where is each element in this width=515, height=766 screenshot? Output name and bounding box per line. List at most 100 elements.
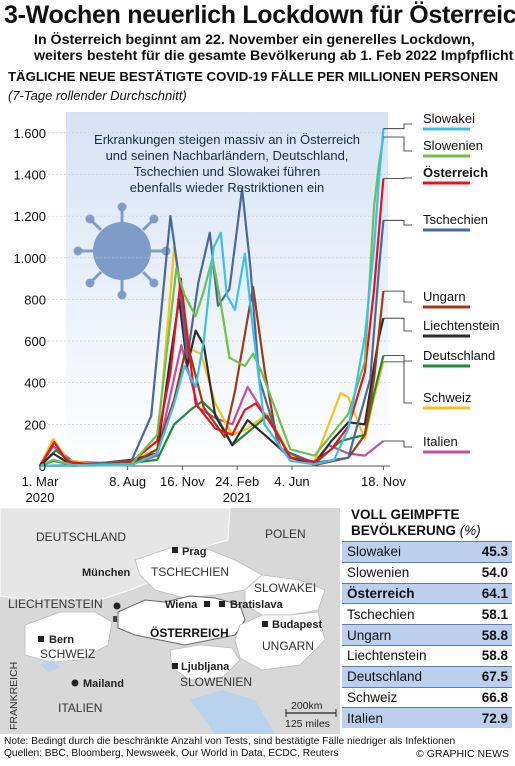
vaccination-title-line-2: BEVÖLKERUNG bbox=[351, 523, 457, 538]
vaccination-value: 58.8 bbox=[481, 627, 508, 643]
legend-leader bbox=[383, 136, 412, 152]
legend-label: Slowakei bbox=[423, 111, 475, 126]
series-line-ungarn bbox=[39, 285, 385, 468]
map-label-polen: POLEN bbox=[265, 527, 306, 541]
city-marker-bern bbox=[38, 636, 44, 642]
adriatic-sea bbox=[190, 690, 275, 734]
vaccination-row: Ungarn 58.8 bbox=[342, 624, 512, 645]
legend-leader bbox=[383, 177, 412, 180]
legend-leader bbox=[383, 355, 412, 362]
vaccination-value: 64.1 bbox=[481, 585, 508, 601]
map-label-oesterreich: ÖSTERREICH bbox=[150, 625, 229, 640]
slovenia-shape bbox=[169, 644, 241, 681]
city-label-mailand: Mailand bbox=[83, 678, 124, 690]
city-marker-wien bbox=[204, 601, 210, 607]
vaccination-value: 54.0 bbox=[481, 565, 508, 581]
x-tick-label: 8. Aug bbox=[109, 474, 146, 489]
y-tick-label: 1.600 bbox=[13, 126, 46, 141]
liechtenstein-marker bbox=[113, 616, 117, 622]
legend-leader bbox=[383, 440, 412, 448]
subheadline-line-2: weiters besteht für die gesamte Bevölker… bbox=[34, 48, 514, 64]
city-label-bratislava: Bratislava bbox=[230, 599, 283, 611]
city-marker-budapest bbox=[262, 621, 268, 627]
x-year-label: 2021 bbox=[223, 490, 252, 504]
vaccination-country: Italien bbox=[347, 710, 384, 726]
y-tick-label: 1.000 bbox=[13, 251, 46, 266]
map-label-italien: ITALIEN bbox=[58, 701, 102, 715]
legend-label: Slowenien bbox=[423, 138, 483, 153]
vaccination-value: 72.9 bbox=[481, 710, 508, 726]
city-label-ljubljana: Ljubljana bbox=[181, 661, 230, 673]
vaccination-country: Slowenien bbox=[347, 565, 410, 581]
legend-label: Tschechien bbox=[423, 212, 488, 227]
footnote: Note: Bedingt durch die beschränkte Anza… bbox=[4, 736, 514, 760]
annotation-line-4: ebenfalls wieder Restriktionen ein bbox=[130, 180, 324, 195]
scale-km-label: 200km bbox=[291, 700, 323, 712]
series-line-slowakei bbox=[39, 128, 385, 468]
y-tick-label: 600 bbox=[24, 334, 46, 349]
city-marker-ljubljana bbox=[172, 663, 178, 669]
legend-label: Österreich bbox=[423, 165, 488, 180]
scale-miles-label: 125 miles bbox=[285, 718, 330, 730]
vaccination-country: Slowakei bbox=[347, 544, 402, 560]
legend-leader bbox=[383, 123, 412, 130]
x-year-label: 2020 bbox=[26, 490, 55, 504]
subheadline-line-1: In Österreich beginnt am 22. November ei… bbox=[34, 32, 475, 48]
footnote-sources: Quellen: BBC, Bloomberg, Newsweek, Our W… bbox=[4, 748, 339, 759]
subheadline: In Österreich beginnt am 22. November ei… bbox=[34, 32, 514, 64]
x-tick-label: 24. Feb bbox=[215, 474, 259, 489]
city-label-budapest: Budapest bbox=[272, 619, 322, 631]
annotation-line-1: Erkrankungen steigen massiv an in Österr… bbox=[94, 132, 360, 147]
switzerland-shape bbox=[24, 611, 113, 663]
vaccination-title-line-1: VOLL GEIMPFTE bbox=[351, 507, 460, 522]
map-label-frankreich: FRANKREICH bbox=[8, 662, 20, 730]
city-marker-muenchen bbox=[113, 602, 121, 610]
map-scale-bar: 200km 125 miles bbox=[285, 700, 337, 730]
y-tick-label: 1.400 bbox=[13, 167, 46, 182]
city-label-prag: Prag bbox=[182, 546, 206, 558]
map-label-liechtenstein: LIECHTENSTEIN bbox=[8, 597, 103, 611]
city-marker-prag bbox=[172, 547, 178, 553]
virus-icon bbox=[73, 202, 171, 300]
legend-label: Liechtenstein bbox=[423, 318, 500, 333]
series-line-slowenien bbox=[39, 136, 385, 467]
map-label-deutschland: DEUTSCHLAND bbox=[36, 530, 126, 544]
vaccination-value: 45.3 bbox=[481, 544, 508, 560]
vaccination-table: Slowakei 45.3 Slowenien 54.0 Österreich 64.1 T… bbox=[342, 541, 512, 729]
annotation-line-3: Tschechien und Slowakei führen bbox=[134, 164, 320, 179]
vaccination-row: Liechtenstein 58.8 bbox=[342, 644, 512, 666]
vaccination-row: Italien 72.9 bbox=[342, 707, 512, 729]
copyright: © GRAPHIC NEWS bbox=[416, 748, 509, 760]
chart-subtitle: (7-Tage rollender Durchschnitt) bbox=[8, 88, 187, 103]
y-tick-label: 1.200 bbox=[13, 209, 46, 224]
legend-leader bbox=[383, 219, 412, 226]
city-marker-bratislava bbox=[219, 601, 225, 607]
x-tick-label: 4. Jun bbox=[274, 474, 309, 489]
vaccination-row: Schweiz 66.8 bbox=[342, 686, 512, 708]
vaccination-country: Tschechien bbox=[347, 606, 415, 622]
vaccination-country: Deutschland bbox=[347, 669, 423, 685]
city-marker-mailand bbox=[71, 679, 79, 687]
vaccination-value: 67.5 bbox=[481, 669, 508, 685]
map-label-slowenien: SLOWENIEN bbox=[180, 675, 252, 689]
map-label-schweiz: SCHWEIZ bbox=[40, 647, 95, 661]
vaccination-row: Österreich 64.1 bbox=[342, 582, 512, 604]
vaccination-row: Slowenien 54.0 bbox=[342, 561, 512, 583]
legend-label: Schweiz bbox=[423, 390, 471, 405]
legend-label: Deutschland bbox=[423, 348, 495, 363]
line-chart: Slowakei Slowenien Österreich Tschechien Ung… bbox=[13, 111, 500, 504]
lake-shape bbox=[40, 660, 60, 672]
city-label-wien: Wiena bbox=[165, 599, 198, 611]
y-tick-label: 400 bbox=[24, 376, 46, 391]
vaccination-value: 58.1 bbox=[481, 606, 508, 622]
chart-title: TÄGLICHE NEUE BESTÄTIGTE COVID-19 FÄLLE … bbox=[8, 69, 499, 84]
y-tick-label: 200 bbox=[24, 417, 46, 432]
vaccination-unit: (%) bbox=[459, 523, 481, 538]
vaccination-table-title: VOLL GEIMPFTE BEVÖLKERUNG (%) bbox=[351, 507, 481, 539]
x-tick-label: 18. Nov bbox=[361, 474, 406, 489]
x-tick-label: 1. Mar bbox=[22, 474, 60, 489]
hungary-shape bbox=[234, 611, 326, 671]
legend-label: Ungarn bbox=[423, 289, 466, 304]
legend-leader bbox=[383, 290, 412, 303]
annotation-line-2: und seinen Nachbarländern, Deutschland, bbox=[106, 148, 349, 163]
